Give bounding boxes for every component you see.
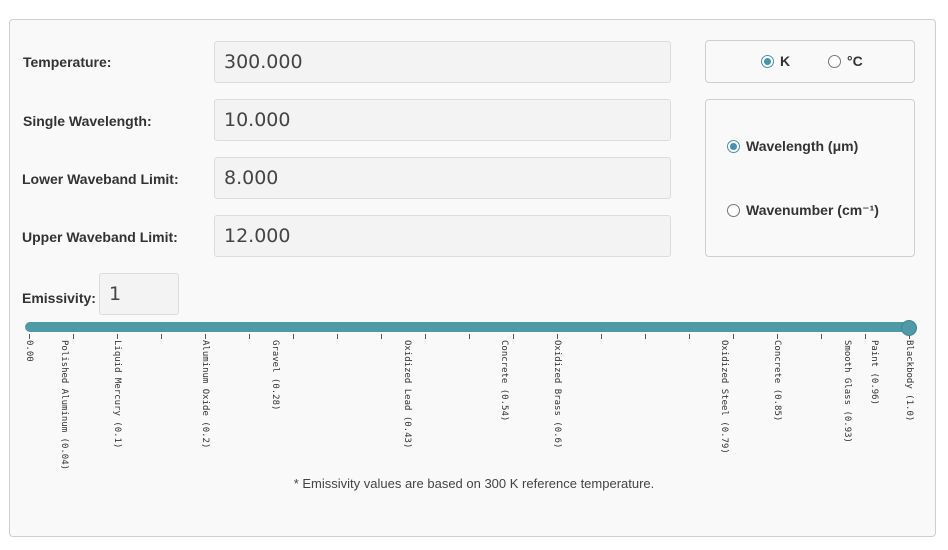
slider-tick-label: Concrete (0.54) bbox=[499, 340, 509, 422]
slider-tick bbox=[293, 334, 294, 339]
upper-waveband-input[interactable] bbox=[214, 215, 671, 257]
slider-tick bbox=[733, 334, 734, 339]
wavelength-label: Wavelength (μm) bbox=[746, 138, 859, 154]
celsius-label: °C bbox=[847, 53, 863, 69]
slider-tick bbox=[513, 334, 514, 339]
emissivity-footnote: * Emissivity values are based on 300 K r… bbox=[293, 476, 655, 491]
wavelength-option[interactable]: Wavelength (μm) bbox=[727, 138, 858, 154]
wavenumber-radio[interactable] bbox=[727, 204, 740, 217]
slider-tick-label: 0.00 bbox=[24, 340, 34, 362]
slider-tick-label: Liquid Mercury (0.1) bbox=[112, 340, 122, 449]
emissivity-slider-track[interactable] bbox=[25, 322, 910, 332]
slider-tick-label: Paint (0.96) bbox=[869, 340, 879, 406]
kelvin-label: K bbox=[780, 53, 791, 69]
slider-tick-label: Oxidized Brass (0.6) bbox=[552, 340, 562, 449]
single-wavelength-label: Single Wavelength: bbox=[23, 113, 152, 129]
slider-tick bbox=[205, 334, 206, 339]
spectral-unit-group bbox=[705, 99, 915, 257]
slider-tick-label: Polished Aluminum (0.04) bbox=[59, 340, 69, 471]
slider-tick bbox=[29, 334, 30, 339]
slider-tick bbox=[161, 334, 162, 339]
emissivity-input[interactable] bbox=[99, 273, 179, 315]
slider-tick bbox=[909, 334, 910, 339]
slider-tick bbox=[337, 334, 338, 339]
single-wavelength-input[interactable] bbox=[214, 99, 671, 141]
slider-tick bbox=[645, 334, 646, 339]
slider-tick bbox=[425, 334, 426, 339]
wavenumber-label: Wavenumber (cm⁻¹) bbox=[746, 202, 879, 218]
slider-tick-label: Aluminum Oxide (0.2) bbox=[200, 340, 210, 449]
unit-kelvin-option[interactable]: K bbox=[761, 53, 790, 69]
slider-tick-label: Oxidized Lead (0.43) bbox=[402, 340, 412, 449]
lower-waveband-label: Lower Waveband Limit: bbox=[22, 171, 179, 187]
wavelength-radio[interactable] bbox=[727, 139, 740, 153]
celsius-radio[interactable] bbox=[828, 54, 841, 68]
slider-tick bbox=[469, 334, 470, 339]
slider-tick bbox=[821, 334, 822, 339]
slider-tick bbox=[249, 334, 250, 339]
slider-tick bbox=[601, 334, 602, 339]
temperature-unit-group bbox=[705, 40, 915, 83]
slider-tick-label: Gravel (0.28) bbox=[270, 340, 280, 411]
slider-tick bbox=[381, 334, 382, 339]
wavenumber-option[interactable]: Wavenumber (cm⁻¹) bbox=[727, 202, 879, 219]
slider-tick-label: Concrete (0.85) bbox=[772, 340, 782, 422]
slider-tick-label: Blackbody (1.0) bbox=[904, 340, 914, 422]
slider-tick bbox=[117, 334, 118, 339]
slider-tick-label: Smooth Glass (0.93) bbox=[842, 340, 852, 443]
slider-tick-label: Oxidized Steel (0.79) bbox=[719, 340, 729, 454]
unit-celsius-option[interactable]: °C bbox=[828, 53, 863, 69]
emissivity-slider-handle[interactable] bbox=[901, 320, 917, 336]
slider-tick bbox=[557, 334, 558, 339]
temperature-label: Temperature: bbox=[23, 54, 112, 70]
slider-tick bbox=[777, 334, 778, 339]
slider-tick bbox=[689, 334, 690, 339]
temperature-input[interactable] bbox=[214, 41, 671, 83]
emissivity-label: Emissivity: bbox=[22, 290, 96, 306]
upper-waveband-label: Upper Waveband Limit: bbox=[22, 229, 178, 245]
kelvin-radio[interactable] bbox=[761, 54, 774, 68]
slider-tick bbox=[73, 334, 74, 339]
lower-waveband-input[interactable] bbox=[214, 157, 671, 199]
slider-tick bbox=[865, 334, 866, 339]
